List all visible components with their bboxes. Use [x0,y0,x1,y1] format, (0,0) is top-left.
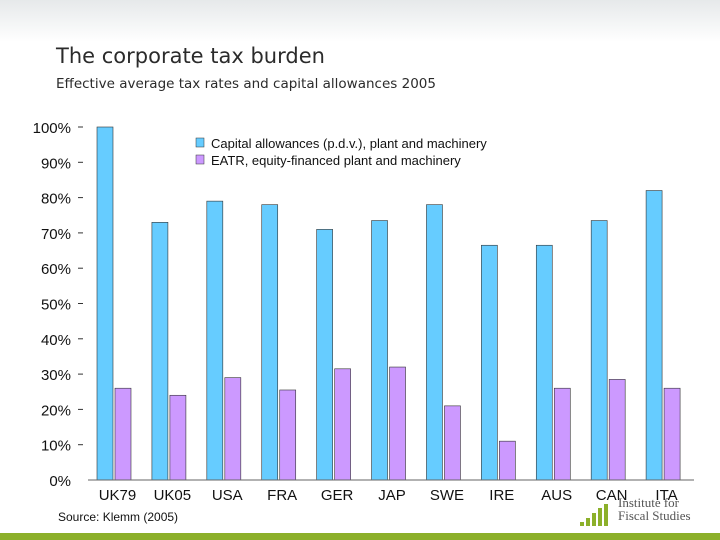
x-tick-label: GER [321,487,354,504]
logo-line-2: Fiscal Studies [618,508,691,523]
bar-eatr [279,389,297,481]
bar-capital-allowances [590,220,608,481]
bar-eatr [169,394,187,481]
x-tick-label: ITA [655,487,677,504]
bar-capital-allowances [261,204,279,481]
x-tick-label: IRE [489,487,514,504]
bar-capital-allowances [151,222,169,481]
bar-eatr [334,368,351,481]
x-tick-label: SWE [430,487,464,504]
bar-eatr [224,377,242,481]
footer-accent-bar [0,533,720,540]
bar-eatr [444,405,461,481]
y-tick-label: 60% [41,261,71,278]
slide-subtitle: Effective average tax rates and capital … [56,76,436,92]
bar-capital-allowances [371,220,388,481]
legend-swatch [195,154,205,165]
header-gradient [0,0,720,42]
x-tick-label: AUS [541,487,572,504]
legend-label: EATR, equity-financed plant and machiner… [211,153,461,168]
bar-capital-allowances [96,126,114,481]
y-tick-label: 50% [41,297,71,314]
bar-eatr [114,387,132,481]
logo-text: Institute for Fiscal Studies [618,496,691,522]
y-tick-label: 20% [41,402,71,419]
slide-title: The corporate tax burden [56,44,325,68]
bar-capital-allowances [645,190,663,481]
x-tick-label: JAP [378,487,406,504]
logo-bars-icon [580,504,614,526]
legend-swatch [195,137,205,148]
y-tick-label: 100% [33,120,71,137]
bar-capital-allowances [206,200,224,481]
y-tick-label: 10% [41,438,71,455]
source-note: Source: Klemm (2005) [58,510,179,524]
bar-capital-allowances [535,244,553,481]
bar-eatr [663,387,681,481]
legend-label: Capital allowances (p.d.v.), plant and m… [211,136,487,151]
y-tick-label: 80% [41,191,71,208]
y-tick-label: 90% [41,155,71,172]
x-tick-label: UK05 [154,487,192,504]
bar-eatr [389,366,406,481]
logo-line-1: Institute for [618,495,680,510]
y-tick-label: 40% [41,332,71,349]
y-tick-label: 0% [49,473,71,490]
bar-capital-allowances [316,229,333,481]
bar-eatr [608,379,626,481]
x-tick-label: FRA [267,487,297,504]
y-tick-label: 30% [41,367,71,384]
ifs-logo: Institute for Fiscal Studies [580,496,720,532]
bar-eatr [499,440,516,481]
bar-capital-allowances [481,244,498,481]
x-tick-label: USA [212,487,243,504]
x-tick-label: CAN [596,487,628,504]
bar-eatr [553,387,571,481]
bar-capital-allowances [426,204,443,481]
y-tick-label: 70% [41,226,71,243]
x-tick-label: UK79 [99,487,137,504]
